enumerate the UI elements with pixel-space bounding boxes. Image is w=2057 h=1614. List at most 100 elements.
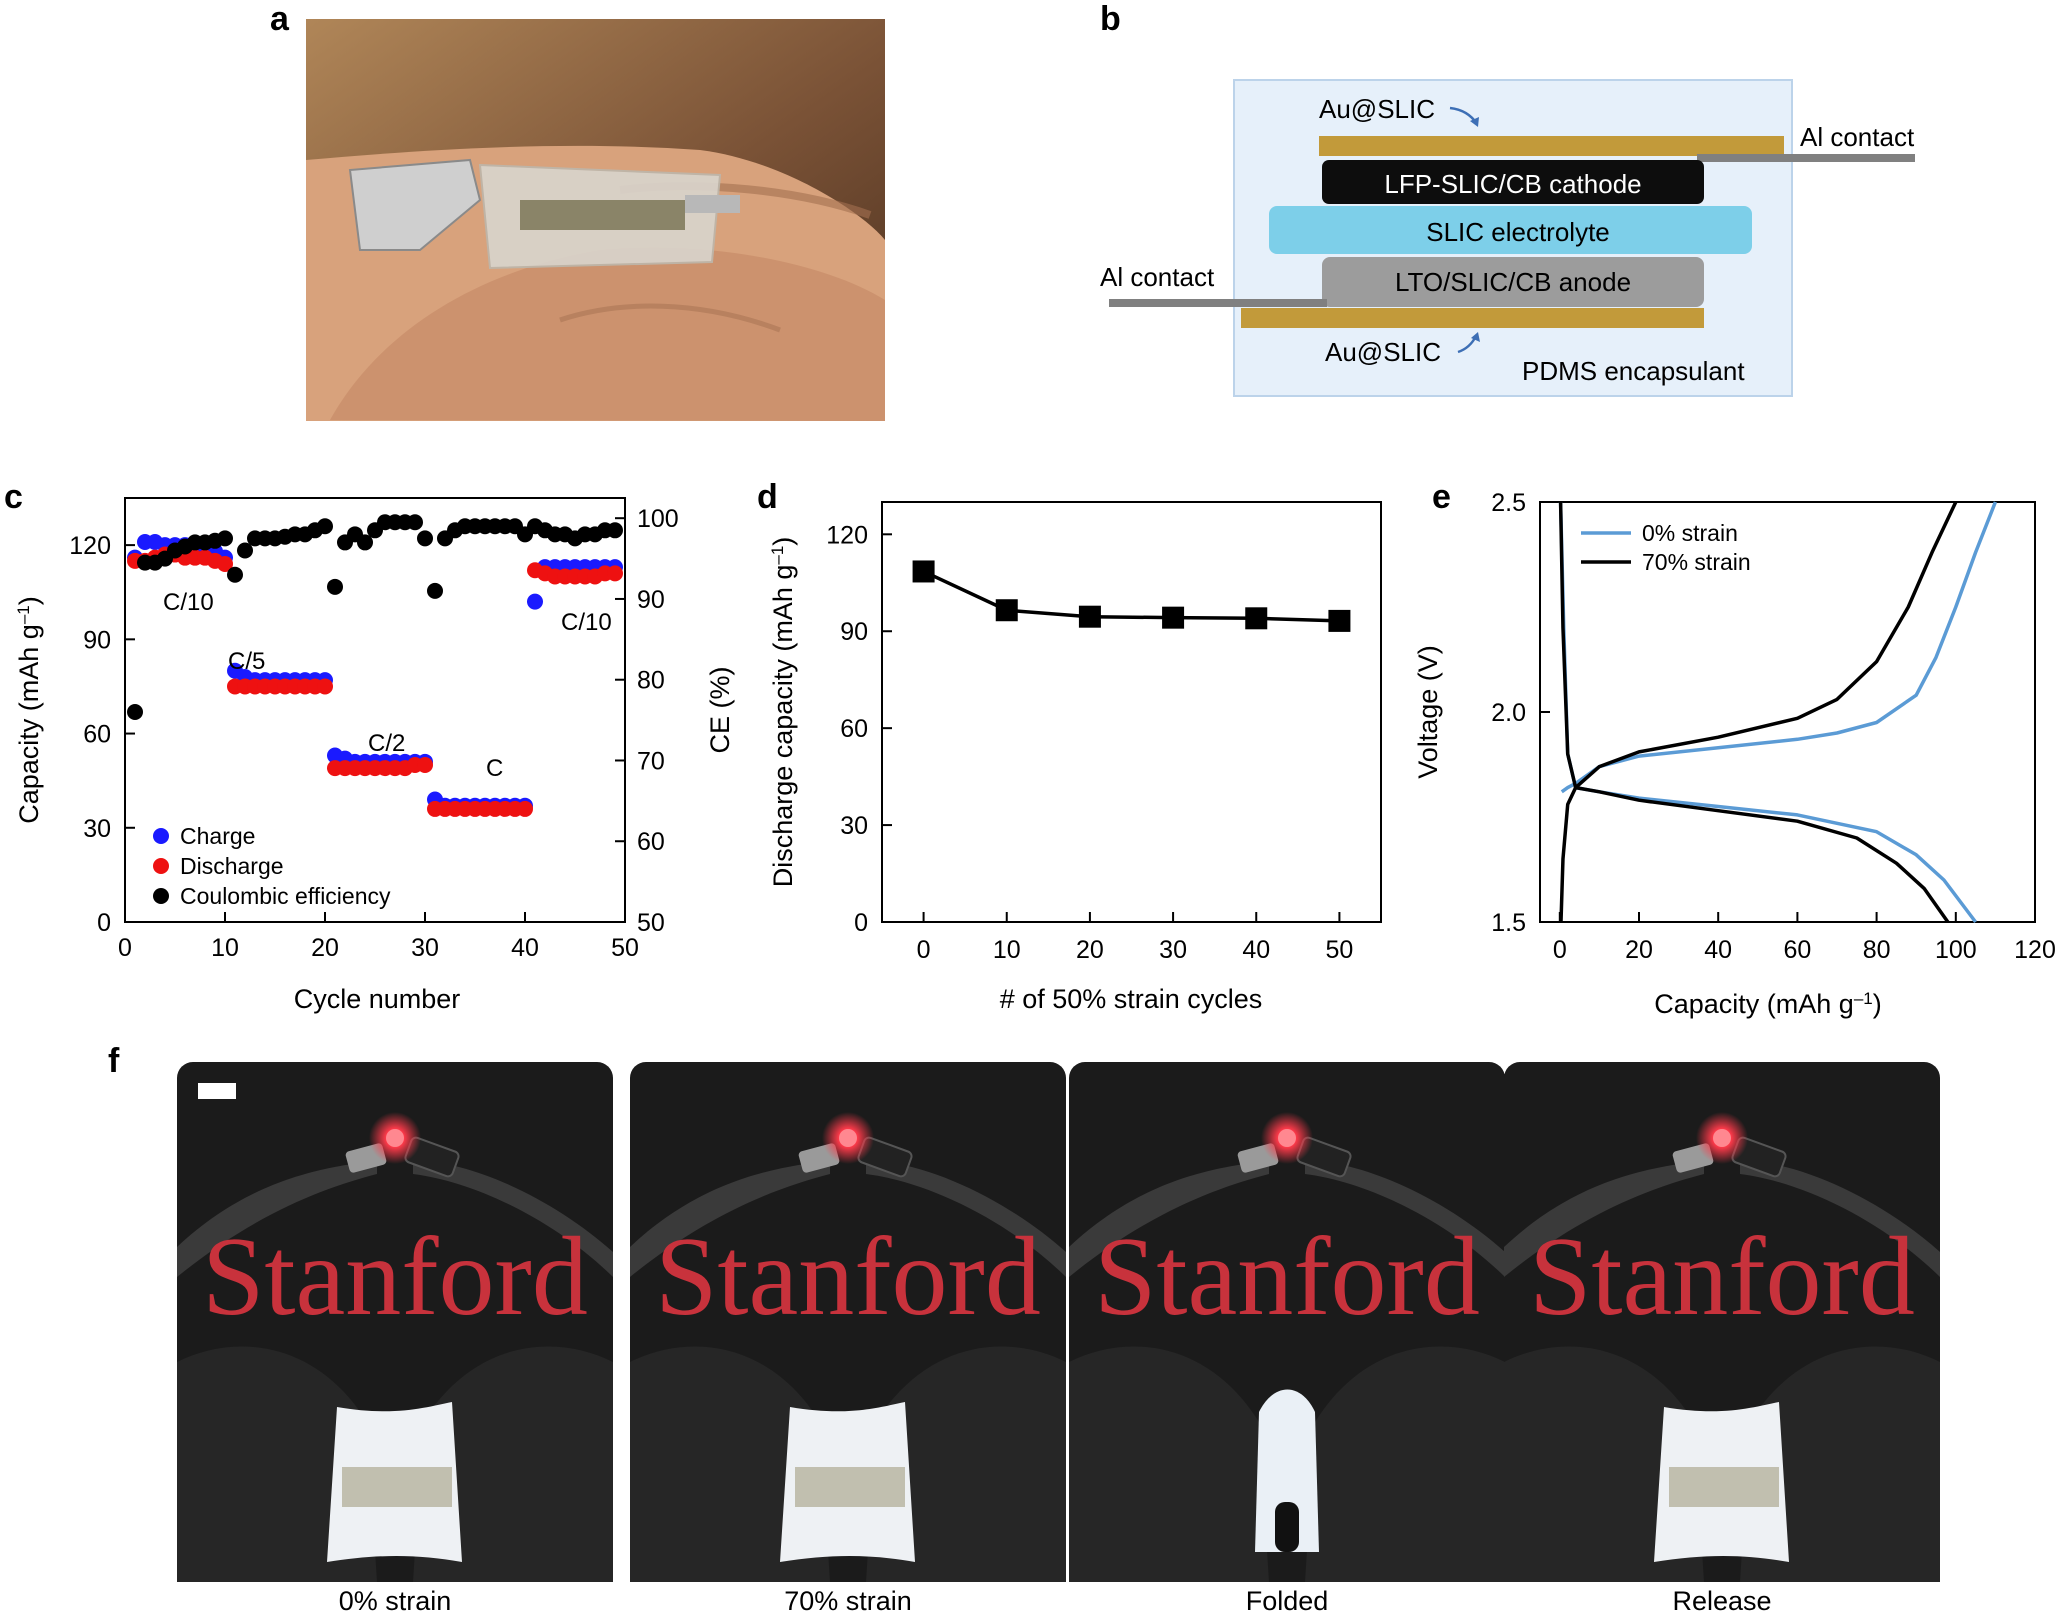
curve-0pct-strain-charge (1560, 501, 1998, 794)
chart-c-ylabel-right: CE (%) (705, 667, 735, 754)
stanford-logo-text: Stanford (1529, 1215, 1915, 1339)
chart-d-ytick-label: 90 (840, 618, 868, 646)
legend-charge-marker (153, 828, 169, 844)
rate-label-c10-last: C/10 (561, 609, 612, 636)
ce-point (327, 578, 343, 595)
chart-e-ytick-label: 2.0 (1491, 699, 1526, 727)
chart-c-frame (124, 497, 626, 923)
au-slic-top-label: Au@SLIC (1319, 94, 1435, 124)
chart-c-xlabel: Cycle number (294, 984, 461, 1014)
legend-0pct-label: 0% strain (1642, 520, 1738, 546)
chart-d-xtick-label: 50 (1326, 936, 1354, 964)
chart-e-voltage-profiles: 0 20 40 60 80 100 120 1.5 2.0 2.5 Capacity (mAh g… (1413, 489, 2056, 1019)
cathode-layer (1322, 160, 1704, 204)
chart-d-ytick-label: 120 (826, 521, 868, 549)
chart-c-ytick-label: 120 (69, 532, 111, 560)
chart-c-ytick-label: 60 (83, 721, 111, 749)
photo-f-2: Stanford (630, 1062, 1066, 1582)
chart-d-xtick-label: 10 (993, 936, 1021, 964)
rate-label-c10-first: C/10 (163, 589, 214, 616)
chart-d-point (1162, 606, 1185, 629)
ce-point (317, 518, 333, 535)
photo-caption: 0% strain (339, 1586, 452, 1614)
chart-c-ytick-label: 0 (97, 909, 111, 937)
legend-70pct-label: 70% strain (1642, 549, 1751, 575)
curve-70pct-strain-charge (1559, 501, 1958, 923)
al-contact-right-label: Al contact (1800, 122, 1915, 152)
chart-d-ytick-label: 60 (840, 715, 868, 743)
au-slic-bottom-layer (1241, 308, 1704, 328)
chart-d-xtick-label: 30 (1159, 936, 1187, 964)
chart-c-y2tick-label: 70 (637, 747, 665, 775)
ce-point (407, 514, 423, 531)
chart-c-y2tick-label: 50 (637, 909, 665, 937)
electrolyte-layer (1269, 206, 1752, 254)
chart-d-ytick-label: 0 (854, 909, 868, 937)
photo-f-4: Stanford (1504, 1062, 1940, 1582)
chart-d-point (1245, 607, 1268, 630)
ce-point (357, 534, 373, 551)
chart-e-ytick-label: 2.5 (1491, 489, 1526, 517)
chart-e-frame (1539, 501, 2036, 923)
legend-discharge-marker (153, 858, 169, 874)
chart-c-rate-capability: 0 10 20 30 40 50 0 30 60 90 120 50 60 70 80 90 100 Cycle… (14, 497, 735, 1014)
chart-c-ylabel-left: Capacity (mAh g–1) (14, 596, 45, 824)
ce-point (127, 704, 143, 721)
chart-d-series-line (922, 569, 1340, 623)
au-slic-top-layer (1319, 136, 1784, 156)
stanford-logo-text: Stanford (1094, 1215, 1480, 1339)
chart-c-y2tick-label: 90 (637, 586, 665, 614)
ce-point (417, 530, 433, 547)
chart-c-legend: Charge Discharge Coulombic efficiency (153, 823, 391, 909)
curve-0pct-strain-discharge (1558, 501, 1977, 924)
ce-point (607, 522, 623, 539)
al-contact-left-label: Al contact (1100, 262, 1215, 292)
legend-charge-label: Charge (180, 823, 255, 849)
chart-c-ytick-label: 30 (83, 815, 111, 843)
photo-row-f: Stanford 0% strain Stanford 70% strain Stanf… (177, 1062, 1940, 1614)
al-contact-right (1697, 154, 1915, 162)
panel-label-a: a (270, 0, 290, 38)
chart-d-ylabel: Discharge capacity (mAh g–1) (768, 537, 799, 888)
chart-e-xtick-label: 100 (1935, 936, 1977, 964)
chart-c-xtick-label: 30 (411, 934, 439, 962)
chart-e-xtick-label: 40 (1704, 936, 1732, 964)
discharge-point (607, 565, 623, 582)
scale-bar (198, 1083, 236, 1099)
au-slic-bottom-label: Au@SLIC (1325, 337, 1441, 367)
chart-e-xtick-label: 120 (2014, 936, 2056, 964)
panel-label-c: c (4, 478, 23, 516)
discharge-point (317, 678, 333, 695)
panel-label-e: e (1432, 478, 1451, 516)
chart-d-strain-cycling: 0 10 20 30 40 50 0 30 60 90 120 # of 50% strain cy… (768, 501, 1382, 1014)
photo-f-3: Stanford (1069, 1062, 1505, 1582)
panel-label-b: b (1100, 0, 1121, 38)
rate-label-1c: C (486, 755, 503, 782)
electrolyte-label: SLIC electrolyte (1426, 217, 1610, 247)
chart-d-frame (881, 501, 1382, 923)
panel-label-f: f (108, 1042, 120, 1080)
photo-a-hand-battery (306, 19, 885, 422)
chart-d-xlabel: # of 50% strain cycles (1000, 984, 1263, 1014)
chart-e-ytick-label: 1.5 (1491, 909, 1526, 937)
legend-ce-label: Coulombic efficiency (180, 883, 391, 909)
chart-e-xtick-label: 20 (1625, 936, 1653, 964)
chart-c-y2tick-label: 80 (637, 667, 665, 695)
chart-c-xtick-label: 10 (211, 934, 239, 962)
stanford-logo-text: Stanford (655, 1215, 1041, 1339)
chart-c-xtick-label: 0 (118, 934, 132, 962)
ce-point (427, 582, 443, 599)
chart-d-point (912, 560, 935, 583)
photo-f-1: Stanford (177, 1062, 613, 1582)
chart-c-y2tick-label: 100 (637, 505, 679, 533)
pdms-encapsulant-label: PDMS encapsulant (1522, 356, 1745, 386)
chart-d-point (995, 599, 1018, 622)
photo-caption: Folded (1246, 1586, 1329, 1614)
curve-70pct-strain-discharge (1558, 501, 1950, 924)
discharge-point (417, 756, 433, 773)
anode-layer (1322, 257, 1704, 307)
chart-e-xtick-label: 60 (1783, 936, 1811, 964)
chart-d-point (1078, 605, 1101, 628)
cell-stack-diagram: Au@SLIC Al contact LFP-SLIC/CB cathode S… (1100, 79, 1915, 397)
